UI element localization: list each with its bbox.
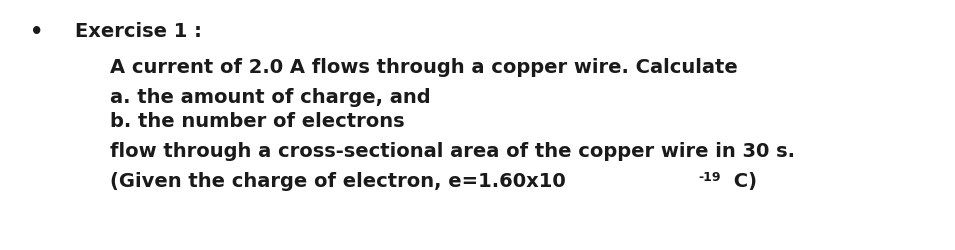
Text: b. the number of electrons: b. the number of electrons [110,112,405,131]
Text: (Given the charge of electron, e=1.60x10: (Given the charge of electron, e=1.60x10 [110,172,565,191]
Text: Exercise 1 :: Exercise 1 : [75,22,202,41]
Text: a. the amount of charge, and: a. the amount of charge, and [110,88,431,107]
Text: •: • [30,22,43,42]
Text: -19: -19 [698,171,721,184]
Text: A current of 2.0 A flows through a copper wire. Calculate: A current of 2.0 A flows through a coppe… [110,58,738,77]
Text: flow through a cross-sectional area of the copper wire in 30 s.: flow through a cross-sectional area of t… [110,142,795,161]
Text: C): C) [727,172,757,191]
